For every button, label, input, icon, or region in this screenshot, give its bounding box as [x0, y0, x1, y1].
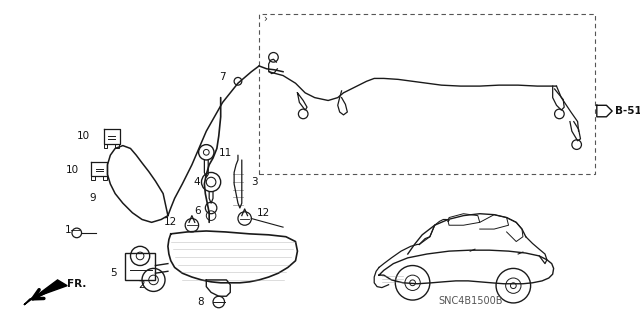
Text: SNC4B1500B: SNC4B1500B	[438, 296, 502, 306]
Bar	[115, 144, 119, 147]
Text: 12: 12	[164, 217, 177, 227]
Bar	[259, 14, 595, 174]
Text: B-51: B-51	[615, 106, 640, 116]
Bar	[125, 253, 156, 280]
Polygon shape	[597, 105, 612, 117]
Text: 11: 11	[219, 148, 232, 158]
Bar	[104, 144, 108, 147]
Polygon shape	[24, 280, 67, 305]
Text: 1—: 1—	[65, 225, 83, 235]
Bar	[102, 176, 106, 180]
Text: 4: 4	[194, 177, 200, 187]
Text: 9: 9	[90, 193, 96, 203]
Text: 7: 7	[219, 71, 225, 81]
Text: 12: 12	[257, 208, 270, 218]
Text: 6: 6	[194, 206, 200, 216]
Text: 5: 5	[110, 268, 116, 278]
Text: 3: 3	[252, 177, 258, 187]
Text: ›: ›	[263, 14, 267, 24]
Bar	[91, 176, 95, 180]
Text: FR.: FR.	[67, 279, 86, 289]
Text: 2: 2	[139, 280, 145, 290]
Text: 10: 10	[65, 165, 79, 174]
Text: 10: 10	[77, 131, 90, 141]
Text: 8: 8	[198, 297, 204, 307]
